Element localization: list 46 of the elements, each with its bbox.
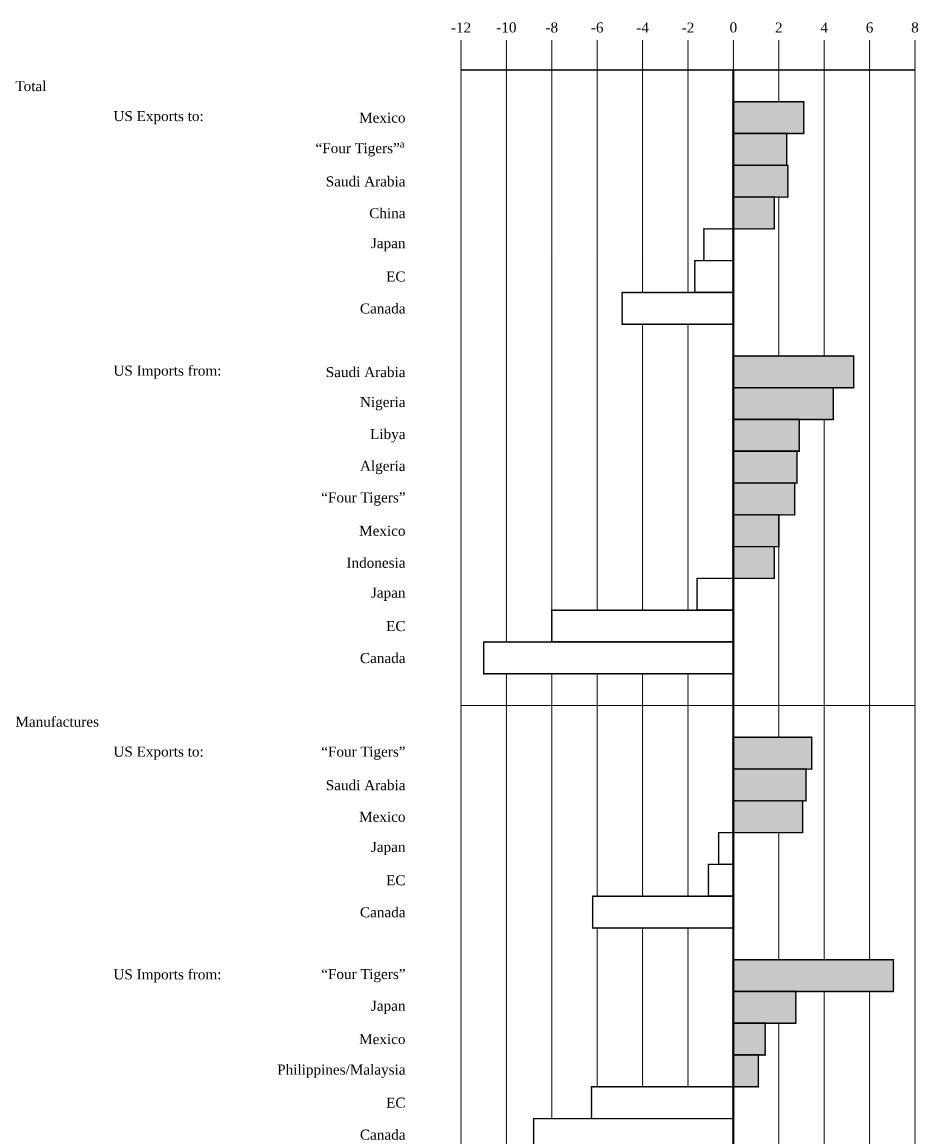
y-tick-label: Japan	[371, 841, 406, 856]
y-tick-label: EC	[386, 1097, 405, 1108]
x-tick-label: -8	[546, 22, 558, 33]
x-tick-label: 8	[911, 22, 919, 33]
y-tick-label: Canada	[360, 302, 406, 314]
y-tick-label: Algeria	[360, 460, 406, 475]
y-tick-label: Canada	[360, 906, 406, 918]
y-tick-label: EC	[386, 875, 405, 886]
y-tick-label: Mexico	[359, 811, 405, 822]
y-tick-label: “Four Tigers”	[321, 968, 405, 983]
x-tick-label: -2	[682, 22, 694, 33]
y-tick-label: Japan	[371, 238, 406, 252]
y-tick-label: “Four Tigers”$^{a}$	[316, 142, 405, 157]
text: US Imports from:	[113, 364, 221, 379]
y-tick-label: Libya	[370, 428, 406, 443]
y-tick-label: Nigeria	[360, 396, 406, 411]
y-tick-label: EC	[386, 620, 405, 632]
y-tick-label: Saudi Arabia	[326, 779, 406, 791]
text: US Imports from:	[113, 968, 221, 983]
y-tick-label: Saudi Arabia	[326, 366, 406, 378]
y-tick-label: Indonesia	[347, 557, 406, 568]
y-tick-label: Canada	[360, 1129, 406, 1140]
x-tick-label: 0	[730, 22, 737, 33]
x-tick-label: 4	[820, 22, 828, 33]
text: US Exports to:	[113, 746, 203, 760]
x-tick-label: -6	[591, 22, 604, 33]
y-tick-label: Mexico	[359, 112, 405, 123]
y-tick-label: Mexico	[359, 525, 405, 536]
y-tick-label: China	[369, 207, 406, 219]
x-tick-label: 2	[775, 22, 782, 33]
text: Manufactures	[15, 715, 99, 727]
y-tick-label: Philippines/Malaysia	[277, 1064, 406, 1078]
text: US Exports to:	[113, 111, 203, 125]
x-tick-label: -4	[636, 22, 649, 33]
y-tick-label: Japan	[371, 1000, 406, 1014]
text: Total	[15, 80, 47, 92]
y-tick-label: “Four Tigers”	[321, 492, 405, 506]
y-tick-label: Japan	[371, 587, 406, 601]
x-tick-label: -10	[496, 22, 516, 33]
x-tick-label: 6	[866, 22, 873, 33]
y-tick-label: Canada	[360, 652, 406, 664]
y-tick-label: “Four Tigers”	[321, 746, 405, 760]
y-tick-label: EC	[386, 271, 405, 282]
y-tick-label: Mexico	[359, 1034, 405, 1045]
x-tick-label: -12	[451, 22, 471, 33]
y-tick-label: Saudi Arabia	[326, 175, 406, 187]
